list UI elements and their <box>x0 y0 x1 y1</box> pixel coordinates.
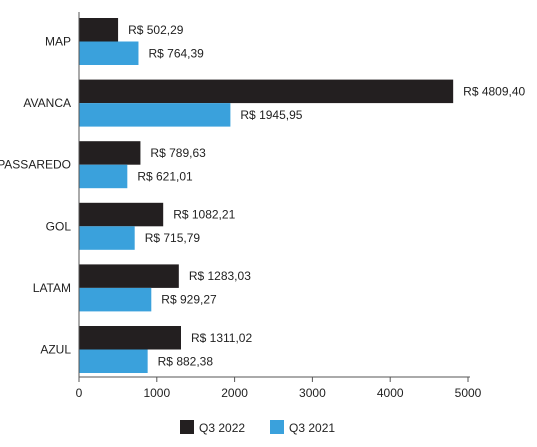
data-label: R$ 1082,21 <box>173 208 235 222</box>
data-label: R$ 882,38 <box>158 354 214 368</box>
bar <box>79 79 454 104</box>
category-label: GOL <box>46 219 72 233</box>
data-label: R$ 789,63 <box>150 146 206 160</box>
bar <box>79 287 152 312</box>
data-label: R$ 1283,03 <box>189 269 251 283</box>
x-tick-label: 4000 <box>377 386 404 400</box>
bar <box>79 164 128 189</box>
data-label: R$ 4809,40 <box>463 84 525 98</box>
legend-swatch <box>180 420 194 434</box>
bar <box>79 326 181 350</box>
legend-label: Q3 2022 <box>199 421 245 435</box>
x-tick-label: 0 <box>76 386 83 400</box>
bar <box>79 18 119 42</box>
legend-swatch <box>270 420 284 434</box>
data-label: R$ 1945,95 <box>240 108 302 122</box>
x-tick-label: 5000 <box>455 386 482 400</box>
category-label: AVANCA <box>23 96 71 110</box>
x-tick-label: 1000 <box>143 386 170 400</box>
data-label: R$ 764,39 <box>148 46 204 60</box>
category-label: MAP <box>45 35 71 49</box>
labels-layer: R$ 502,29 R$ 764,39 MAP R$ 4809,40 R$ 1945,9… <box>0 23 526 369</box>
legend-label: Q3 2021 <box>289 421 335 435</box>
bar <box>79 226 135 250</box>
bar <box>79 264 179 288</box>
x-tick-label: 2000 <box>221 386 248 400</box>
axis-layer: 0 1000 2000 3000 4000 5000 <box>76 12 482 400</box>
bar <box>79 41 139 65</box>
x-tick-label: 3000 <box>299 386 326 400</box>
bars-layer <box>79 18 454 373</box>
category-label: LATAM <box>33 281 71 295</box>
bar <box>79 349 148 373</box>
category-label: PASSAREDO <box>0 158 71 172</box>
data-label: R$ 502,29 <box>128 23 184 37</box>
category-label: AZUL <box>40 343 71 357</box>
data-label: R$ 715,79 <box>145 231 201 245</box>
legend: Q3 2022 Q3 2021 <box>180 420 335 435</box>
data-label: R$ 1311,02 <box>191 331 252 345</box>
data-label: R$ 621,01 <box>137 169 193 183</box>
bar <box>79 202 164 227</box>
data-label: R$ 929,27 <box>161 293 217 307</box>
bar <box>79 103 231 127</box>
bar <box>79 141 141 165</box>
